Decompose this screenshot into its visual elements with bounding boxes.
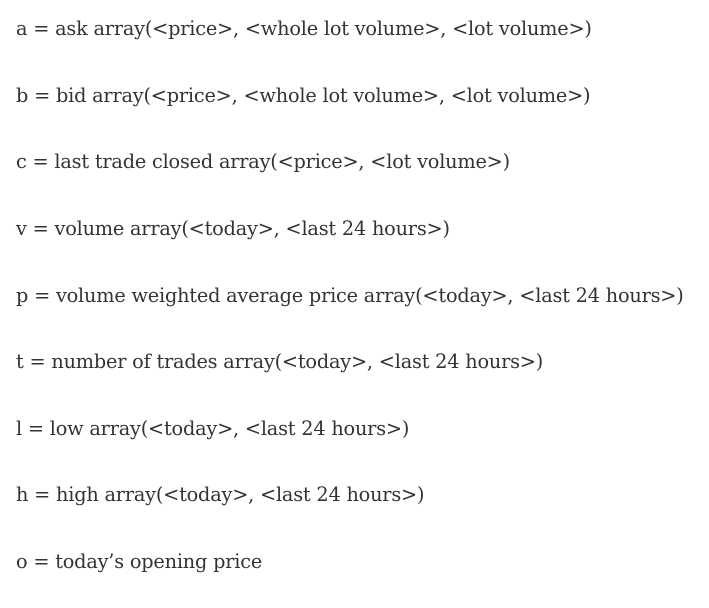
definition-high: h = high array(<today>, <last 24 hours>) <box>16 483 425 506</box>
definition-opening-price: o = today’s opening price <box>16 550 263 573</box>
definition-low: l = low array(<today>, <last 24 hours>) <box>16 417 410 440</box>
definition-vwap: p = volume weighted average price array(… <box>16 284 684 307</box>
definition-volume: v = volume array(<today>, <last 24 hours… <box>16 217 450 240</box>
definition-number-of-trades: t = number of trades array(<today>, <las… <box>16 350 544 373</box>
definition-last-trade-closed: c = last trade closed array(<price>, <lo… <box>16 150 510 173</box>
definition-bid: b = bid array(<price>, <whole lot volume… <box>16 84 591 107</box>
definition-ask: a = ask array(<price>, <whole lot volume… <box>16 17 592 40</box>
